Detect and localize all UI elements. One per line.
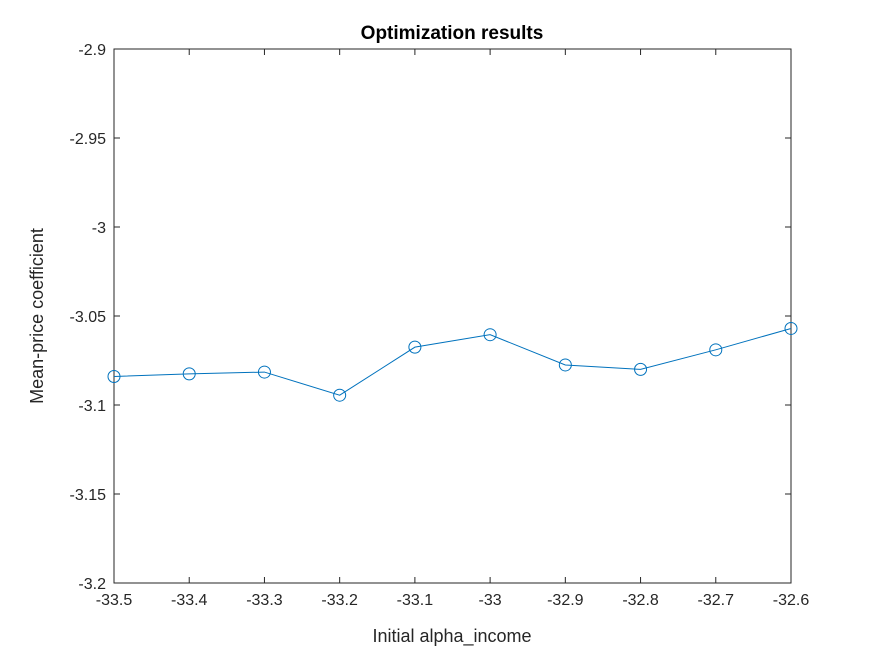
series-layer bbox=[107, 321, 798, 402]
x-tick-label: -33.2 bbox=[321, 592, 358, 609]
data-point bbox=[558, 358, 572, 372]
y-axis-label: Mean-price coefficient bbox=[27, 228, 47, 404]
x-tick-label: -33 bbox=[479, 592, 502, 609]
x-tick-label: -33.4 bbox=[171, 592, 208, 609]
data-point bbox=[408, 340, 422, 354]
x-tick-label: -33.5 bbox=[96, 592, 133, 609]
x-tick-label: -32.6 bbox=[773, 592, 810, 609]
x-tick-label: -32.8 bbox=[622, 592, 659, 609]
y-tick-label: -3.2 bbox=[78, 576, 106, 593]
y-tick-label: -2.9 bbox=[78, 42, 106, 59]
y-tick-label: -3 bbox=[92, 220, 106, 237]
data-point bbox=[483, 328, 497, 342]
plot-area bbox=[113, 48, 792, 584]
data-point bbox=[709, 343, 723, 357]
x-axis: -33.5 -33.4 -33.3 -33.2 -33.1 -33 -32.9 -32.8 -3… bbox=[96, 49, 810, 609]
x-tick-label: -33.3 bbox=[246, 592, 283, 609]
y-axis: -2.9 -2.95 -3 -3.05 -3.1 -3.15 -3.2 bbox=[70, 42, 791, 593]
data-point bbox=[784, 321, 798, 335]
y-tick-label: -3.05 bbox=[70, 309, 107, 326]
data-point bbox=[634, 362, 648, 376]
x-tick-label: -33.1 bbox=[397, 592, 434, 609]
x-tick-label: -32.7 bbox=[698, 592, 735, 609]
data-point bbox=[107, 370, 121, 384]
y-tick-label: -3.15 bbox=[70, 487, 107, 504]
y-tick-label: -3.1 bbox=[78, 398, 106, 415]
series-line bbox=[113, 327, 792, 396]
x-tick-label: -32.9 bbox=[547, 592, 584, 609]
data-point bbox=[257, 365, 271, 379]
y-tick-label: -2.95 bbox=[70, 131, 107, 148]
data-point bbox=[182, 367, 196, 381]
chart-title: Optimization results bbox=[361, 23, 544, 44]
x-axis-label: Initial alpha_income bbox=[372, 626, 531, 647]
data-point bbox=[333, 388, 347, 402]
